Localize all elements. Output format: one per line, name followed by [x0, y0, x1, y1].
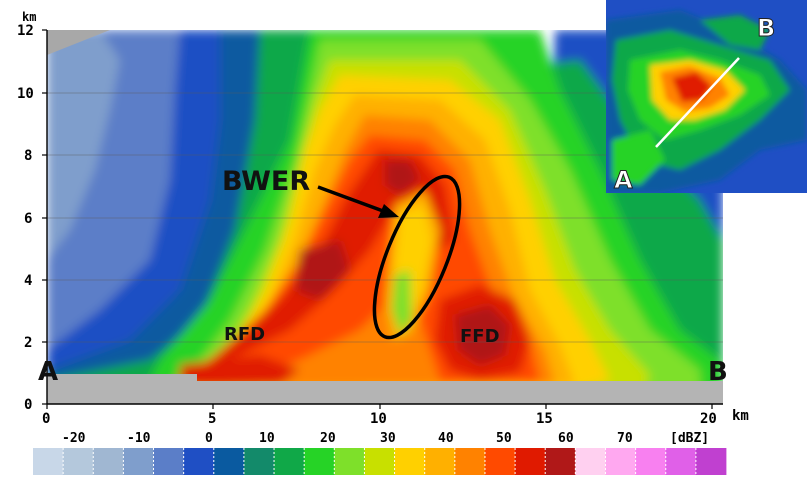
colorbar-label: 20: [320, 431, 336, 446]
y-tick-label: 4: [24, 273, 32, 289]
colorbar: [33, 448, 727, 475]
y-tick-label: 10: [17, 86, 34, 102]
colorbar-label: 50: [496, 431, 512, 446]
colorbar-swatch: [243, 448, 275, 475]
y-tick-label: 8: [24, 148, 32, 164]
colorbar-swatch: [304, 448, 335, 475]
colorbar-swatch: [515, 448, 546, 475]
colorbar-label: 70: [617, 431, 633, 446]
x-tick-label: 15: [536, 411, 553, 427]
colorbar-swatch: [605, 448, 637, 475]
ground-surface: [47, 381, 723, 404]
colorbar-label: 30: [380, 431, 396, 446]
colorbar-swatch: [33, 448, 64, 475]
colorbar-swatch: [334, 448, 365, 475]
x-tick-label: 10: [370, 411, 387, 427]
bwer-label: BWER: [222, 166, 310, 197]
x-tick-label: 20: [700, 411, 717, 427]
colorbar-swatch: [394, 448, 426, 475]
bwer-outline: [372, 174, 462, 340]
inset-start-label: A: [614, 166, 633, 194]
colorbar-swatch: [695, 448, 727, 475]
colorbar-label: 0: [205, 431, 213, 446]
colorbar-label: -20: [62, 431, 86, 446]
rfd-label: RFD: [224, 324, 265, 345]
colorbar-swatch: [213, 448, 245, 475]
inset-section-line: [655, 57, 740, 148]
x-axis-unit: km: [732, 408, 749, 424]
colorbar-swatch: [545, 448, 576, 475]
colorbar-swatch: [635, 448, 667, 475]
y-tick-label: 0: [24, 397, 32, 413]
x-axis-ticks: [46, 404, 713, 409]
section-end-label: B: [708, 357, 728, 387]
colorbar-swatch: [123, 448, 154, 475]
colorbar-swatch: [424, 448, 456, 475]
section-start-label: A: [38, 357, 58, 387]
colorbar-swatch: [63, 448, 94, 475]
colorbar-swatch: [153, 448, 185, 475]
inset-end-label: B: [757, 14, 775, 42]
y-tick-label: 2: [24, 335, 32, 351]
bwer-arrow: [317, 185, 399, 218]
colorbar-swatch: [274, 448, 305, 475]
colorbar-swatch: [484, 448, 516, 475]
ffd-label: FFD: [460, 326, 500, 347]
colorbar-swatch: [93, 448, 124, 475]
colorbar-label: -10: [127, 431, 151, 446]
colorbar-swatch: [454, 448, 486, 475]
y-tick-label: 12: [17, 23, 34, 39]
y-axis-ticks: [42, 29, 47, 405]
colorbar-unit: [dBZ]: [670, 431, 709, 446]
y-tick-label: 6: [24, 211, 32, 227]
inset-ppi-map: A B: [606, 0, 807, 194]
colorbar-swatch: [575, 448, 606, 475]
colorbar-swatch: [364, 448, 395, 475]
colorbar-label: 40: [438, 431, 454, 446]
y-axis-unit: km: [22, 10, 36, 24]
colorbar-swatch: [665, 448, 697, 475]
colorbar-swatch: [183, 448, 215, 475]
colorbar-label: 10: [259, 431, 275, 446]
x-tick-label: 5: [208, 411, 216, 427]
x-tick-label: 0: [42, 411, 50, 427]
colorbar-label: 60: [558, 431, 574, 446]
